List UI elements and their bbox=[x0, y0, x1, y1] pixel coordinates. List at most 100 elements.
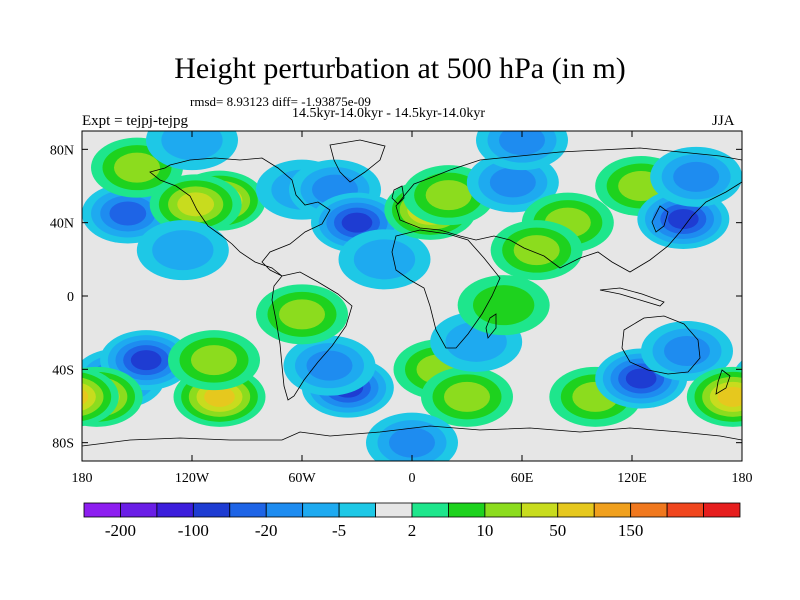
colorbar-box bbox=[302, 502, 340, 518]
contour-band bbox=[783, 345, 800, 375]
colorbar-box bbox=[265, 502, 304, 518]
contour-band bbox=[204, 386, 235, 407]
colorbar-label: -5 bbox=[332, 521, 346, 540]
colorbar-box bbox=[229, 502, 267, 518]
coastline-british-isles bbox=[391, 185, 405, 205]
contour-band bbox=[751, 361, 800, 397]
coastline-australia bbox=[621, 315, 701, 375]
x-tick-label: 60E bbox=[511, 471, 534, 486]
contour-band bbox=[741, 393, 742, 400]
y-tick-label: 80N bbox=[50, 143, 74, 158]
contour-band bbox=[673, 161, 720, 192]
season-label: JJA bbox=[712, 113, 735, 129]
y-axis-labels: 80N 40N 0 40S 80S bbox=[50, 143, 74, 451]
x-tick-label: 120W bbox=[175, 471, 210, 486]
x-axis-labels: 180 120W 60W 0 60E 120E 180 bbox=[72, 471, 753, 486]
coastline-south-america bbox=[271, 271, 353, 401]
map-panel: 180 120W 60W 0 60E 120E 180 80N 40N 0 40S 80S bbox=[0, 130, 800, 486]
contour-band bbox=[668, 209, 699, 229]
coastline-japan bbox=[651, 205, 669, 233]
contour-band bbox=[191, 345, 237, 376]
colorbar-box bbox=[484, 502, 522, 518]
coastline-new-zealand bbox=[715, 369, 731, 395]
coastline-antarctica bbox=[82, 425, 742, 447]
y-tick-label: 80S bbox=[52, 437, 74, 452]
coastlines bbox=[82, 139, 742, 447]
colorbar-box bbox=[411, 502, 449, 518]
contour-band bbox=[353, 239, 416, 280]
contour-band bbox=[425, 180, 472, 211]
contour-band bbox=[774, 153, 800, 183]
contour-band bbox=[489, 167, 536, 198]
contour-band bbox=[13, 162, 59, 192]
x-tick-label: 120E bbox=[617, 471, 647, 486]
contour-band bbox=[741, 376, 742, 381]
contour-band bbox=[2, 154, 71, 199]
anomaly-feature bbox=[2, 146, 742, 207]
coastline-indonesia bbox=[599, 287, 665, 307]
contour-band bbox=[114, 152, 160, 183]
contour-band bbox=[664, 336, 710, 366]
colorbar-box bbox=[703, 502, 741, 518]
colorbar-box bbox=[593, 502, 632, 518]
contour-band bbox=[0, 199, 54, 239]
contour-band bbox=[341, 212, 373, 233]
colorbar-labels: -200 -100 -20 -5 2 10 50 150 bbox=[105, 521, 644, 540]
colorbar-box bbox=[557, 502, 595, 518]
experiment-label: Expt = tejpj-tejpg bbox=[82, 113, 188, 129]
contour-band bbox=[760, 196, 800, 232]
stats-label: rmsd= 8.93123 diff= -1.93875e-09 bbox=[190, 94, 371, 109]
chart-title: Height perturbation at 500 hPa (in m) bbox=[174, 52, 626, 85]
anomaly-feature bbox=[476, 131, 568, 171]
colorbar-box bbox=[375, 502, 413, 518]
contour-band bbox=[0, 204, 46, 234]
contour-field bbox=[0, 131, 800, 461]
colorbar-box bbox=[666, 502, 704, 518]
x-tick-label: 0 bbox=[409, 471, 416, 486]
anomaly-feature bbox=[168, 330, 260, 391]
contour-band bbox=[751, 190, 800, 238]
x-tick-label: 180 bbox=[732, 471, 753, 486]
contour-band bbox=[732, 360, 742, 397]
x-tick-label: 180 bbox=[72, 471, 93, 486]
contour-band bbox=[0, 349, 27, 409]
contour-band bbox=[760, 367, 797, 391]
anomaly-feature bbox=[149, 174, 242, 235]
contour-band bbox=[791, 350, 800, 370]
contour-band bbox=[499, 131, 545, 156]
colorbar-box bbox=[192, 502, 231, 518]
contour-band bbox=[152, 230, 214, 271]
anomaly-feature bbox=[366, 412, 458, 461]
x-tick-label: 60W bbox=[288, 471, 316, 486]
contour-band bbox=[177, 192, 215, 217]
colorbar-label: -200 bbox=[105, 521, 136, 540]
y-tick-label: 0 bbox=[67, 290, 74, 305]
contour-band bbox=[444, 381, 490, 412]
contour-band bbox=[82, 388, 89, 405]
contour-band bbox=[109, 201, 147, 226]
coastline-north-america bbox=[149, 157, 331, 277]
anomaly-feature bbox=[457, 275, 550, 336]
anomaly-feature bbox=[146, 131, 238, 171]
contour-band bbox=[769, 202, 800, 226]
contour-band bbox=[717, 386, 742, 407]
anomaly-feature bbox=[490, 220, 583, 281]
contour-band bbox=[279, 299, 325, 330]
contour-band bbox=[741, 211, 742, 216]
contour-band bbox=[389, 427, 435, 458]
anomaly-feature bbox=[136, 220, 229, 281]
contour-band bbox=[161, 131, 223, 161]
contour-band bbox=[0, 171, 4, 201]
colorbar-label: 150 bbox=[618, 521, 644, 540]
colorbar-label: 50 bbox=[549, 521, 566, 540]
contour-band bbox=[4, 336, 50, 366]
contour-band bbox=[0, 354, 20, 404]
colorbar-boxes bbox=[83, 502, 741, 518]
contour-band bbox=[763, 145, 800, 190]
contour-band bbox=[625, 368, 657, 389]
colorbar-box bbox=[120, 502, 158, 518]
y-tick-label: 40S bbox=[52, 363, 74, 378]
colorbar-box bbox=[83, 502, 121, 518]
contour-band bbox=[130, 350, 162, 371]
